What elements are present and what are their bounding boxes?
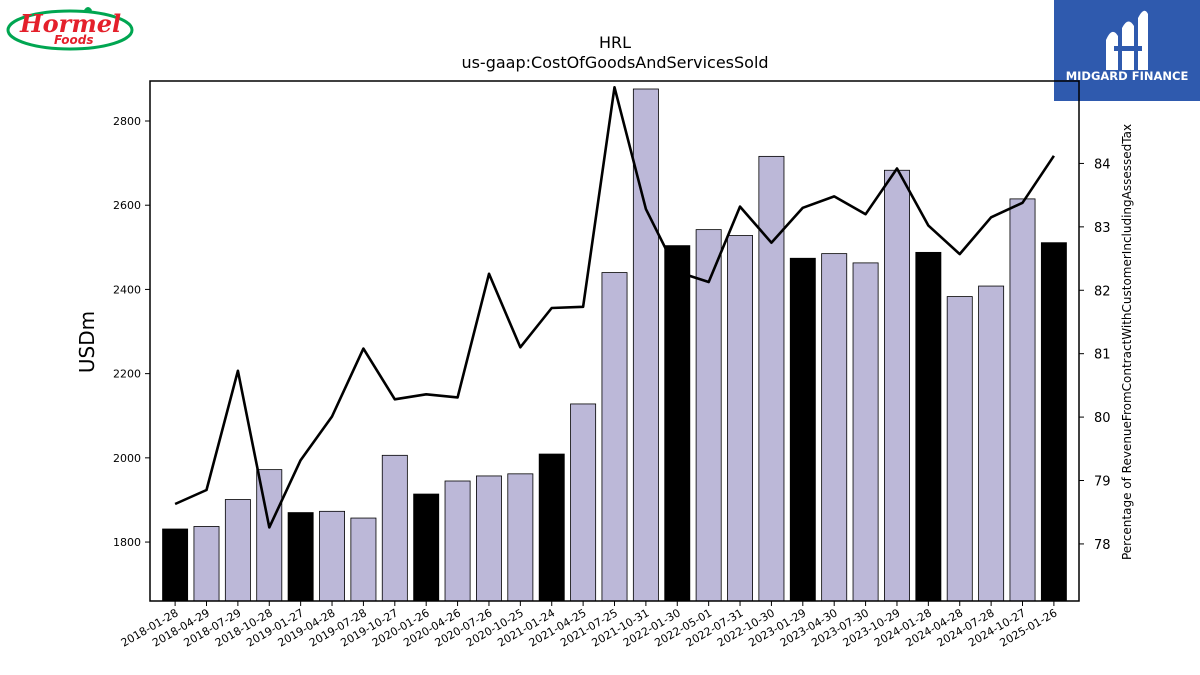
y2-tick-label: 82 [1094, 284, 1111, 299]
bar-2021-04-25 [570, 403, 597, 602]
bar-2021-10-31 [632, 88, 659, 602]
y-tick-label: 2800 [113, 115, 141, 128]
bar-2025-01-26 [1040, 242, 1067, 602]
midgard-logo-text: MIDGARD FINANCE [1066, 69, 1189, 83]
bar-2023-04-30 [821, 253, 848, 602]
y-tick-label: 2600 [113, 199, 141, 212]
y-tick-label: 2000 [113, 452, 141, 465]
bar-2022-07-31 [727, 235, 753, 602]
bar-2023-07-30 [852, 262, 879, 602]
y-tick-label: 2200 [113, 368, 141, 381]
y-tick-label: 2400 [113, 283, 141, 296]
y2-tick-label: 80 [1094, 411, 1111, 426]
bar-2024-10-27 [1009, 198, 1036, 602]
bar-2020-01-26 [413, 493, 440, 602]
bar-2022-10-30 [758, 155, 785, 602]
bar-2023-01-29 [789, 257, 816, 602]
bar-2019-10-27 [381, 454, 408, 602]
bar-2022-01-30 [664, 245, 691, 602]
hormel-logo-text: Hormel [19, 9, 121, 38]
foods-logo-text: Foods [54, 33, 94, 47]
bar-2019-07-28 [350, 517, 377, 602]
bar-2024-07-28 [978, 285, 1005, 602]
y2-tick-label: 79 [1094, 475, 1111, 490]
chart-subtitle: us-gaap:CostOfGoodsAndServicesSold [461, 53, 768, 72]
hormel-foods-logo: Hormel Foods [6, 4, 138, 52]
y2-tick-label: 84 [1094, 157, 1111, 172]
bar-2019-01-27 [287, 512, 314, 602]
y-axis-label: USDm [75, 311, 99, 373]
y2-tick-label: 83 [1094, 221, 1111, 236]
bar-2019-04-28 [319, 510, 345, 602]
percentage-line [174, 86, 1055, 529]
bar-2018-07-29 [224, 499, 251, 602]
y-tick-label: 1800 [113, 536, 141, 549]
midgard-emblem-icon [1106, 10, 1148, 70]
bar-2018-01-28 [162, 528, 189, 602]
bar-2022-05-01 [695, 229, 722, 602]
bar-2021-01-24 [538, 453, 565, 602]
bar-2021-07-25 [601, 272, 628, 602]
bar-2024-01-28 [915, 251, 942, 602]
y2-tick-label: 78 [1094, 538, 1111, 553]
bar-2018-04-29 [193, 526, 220, 602]
bar-2020-07-26 [476, 475, 502, 602]
bar-2020-10-25 [507, 473, 534, 602]
bar-2024-04-28 [946, 296, 973, 602]
y2-tick-label: 81 [1094, 348, 1111, 363]
chart-title: HRL [599, 33, 631, 52]
bar-2023-10-29 [884, 169, 910, 602]
bar-2020-04-26 [444, 480, 471, 602]
y2-axis-label: Percentage of RevenueFromContractWithCus… [1120, 124, 1134, 560]
